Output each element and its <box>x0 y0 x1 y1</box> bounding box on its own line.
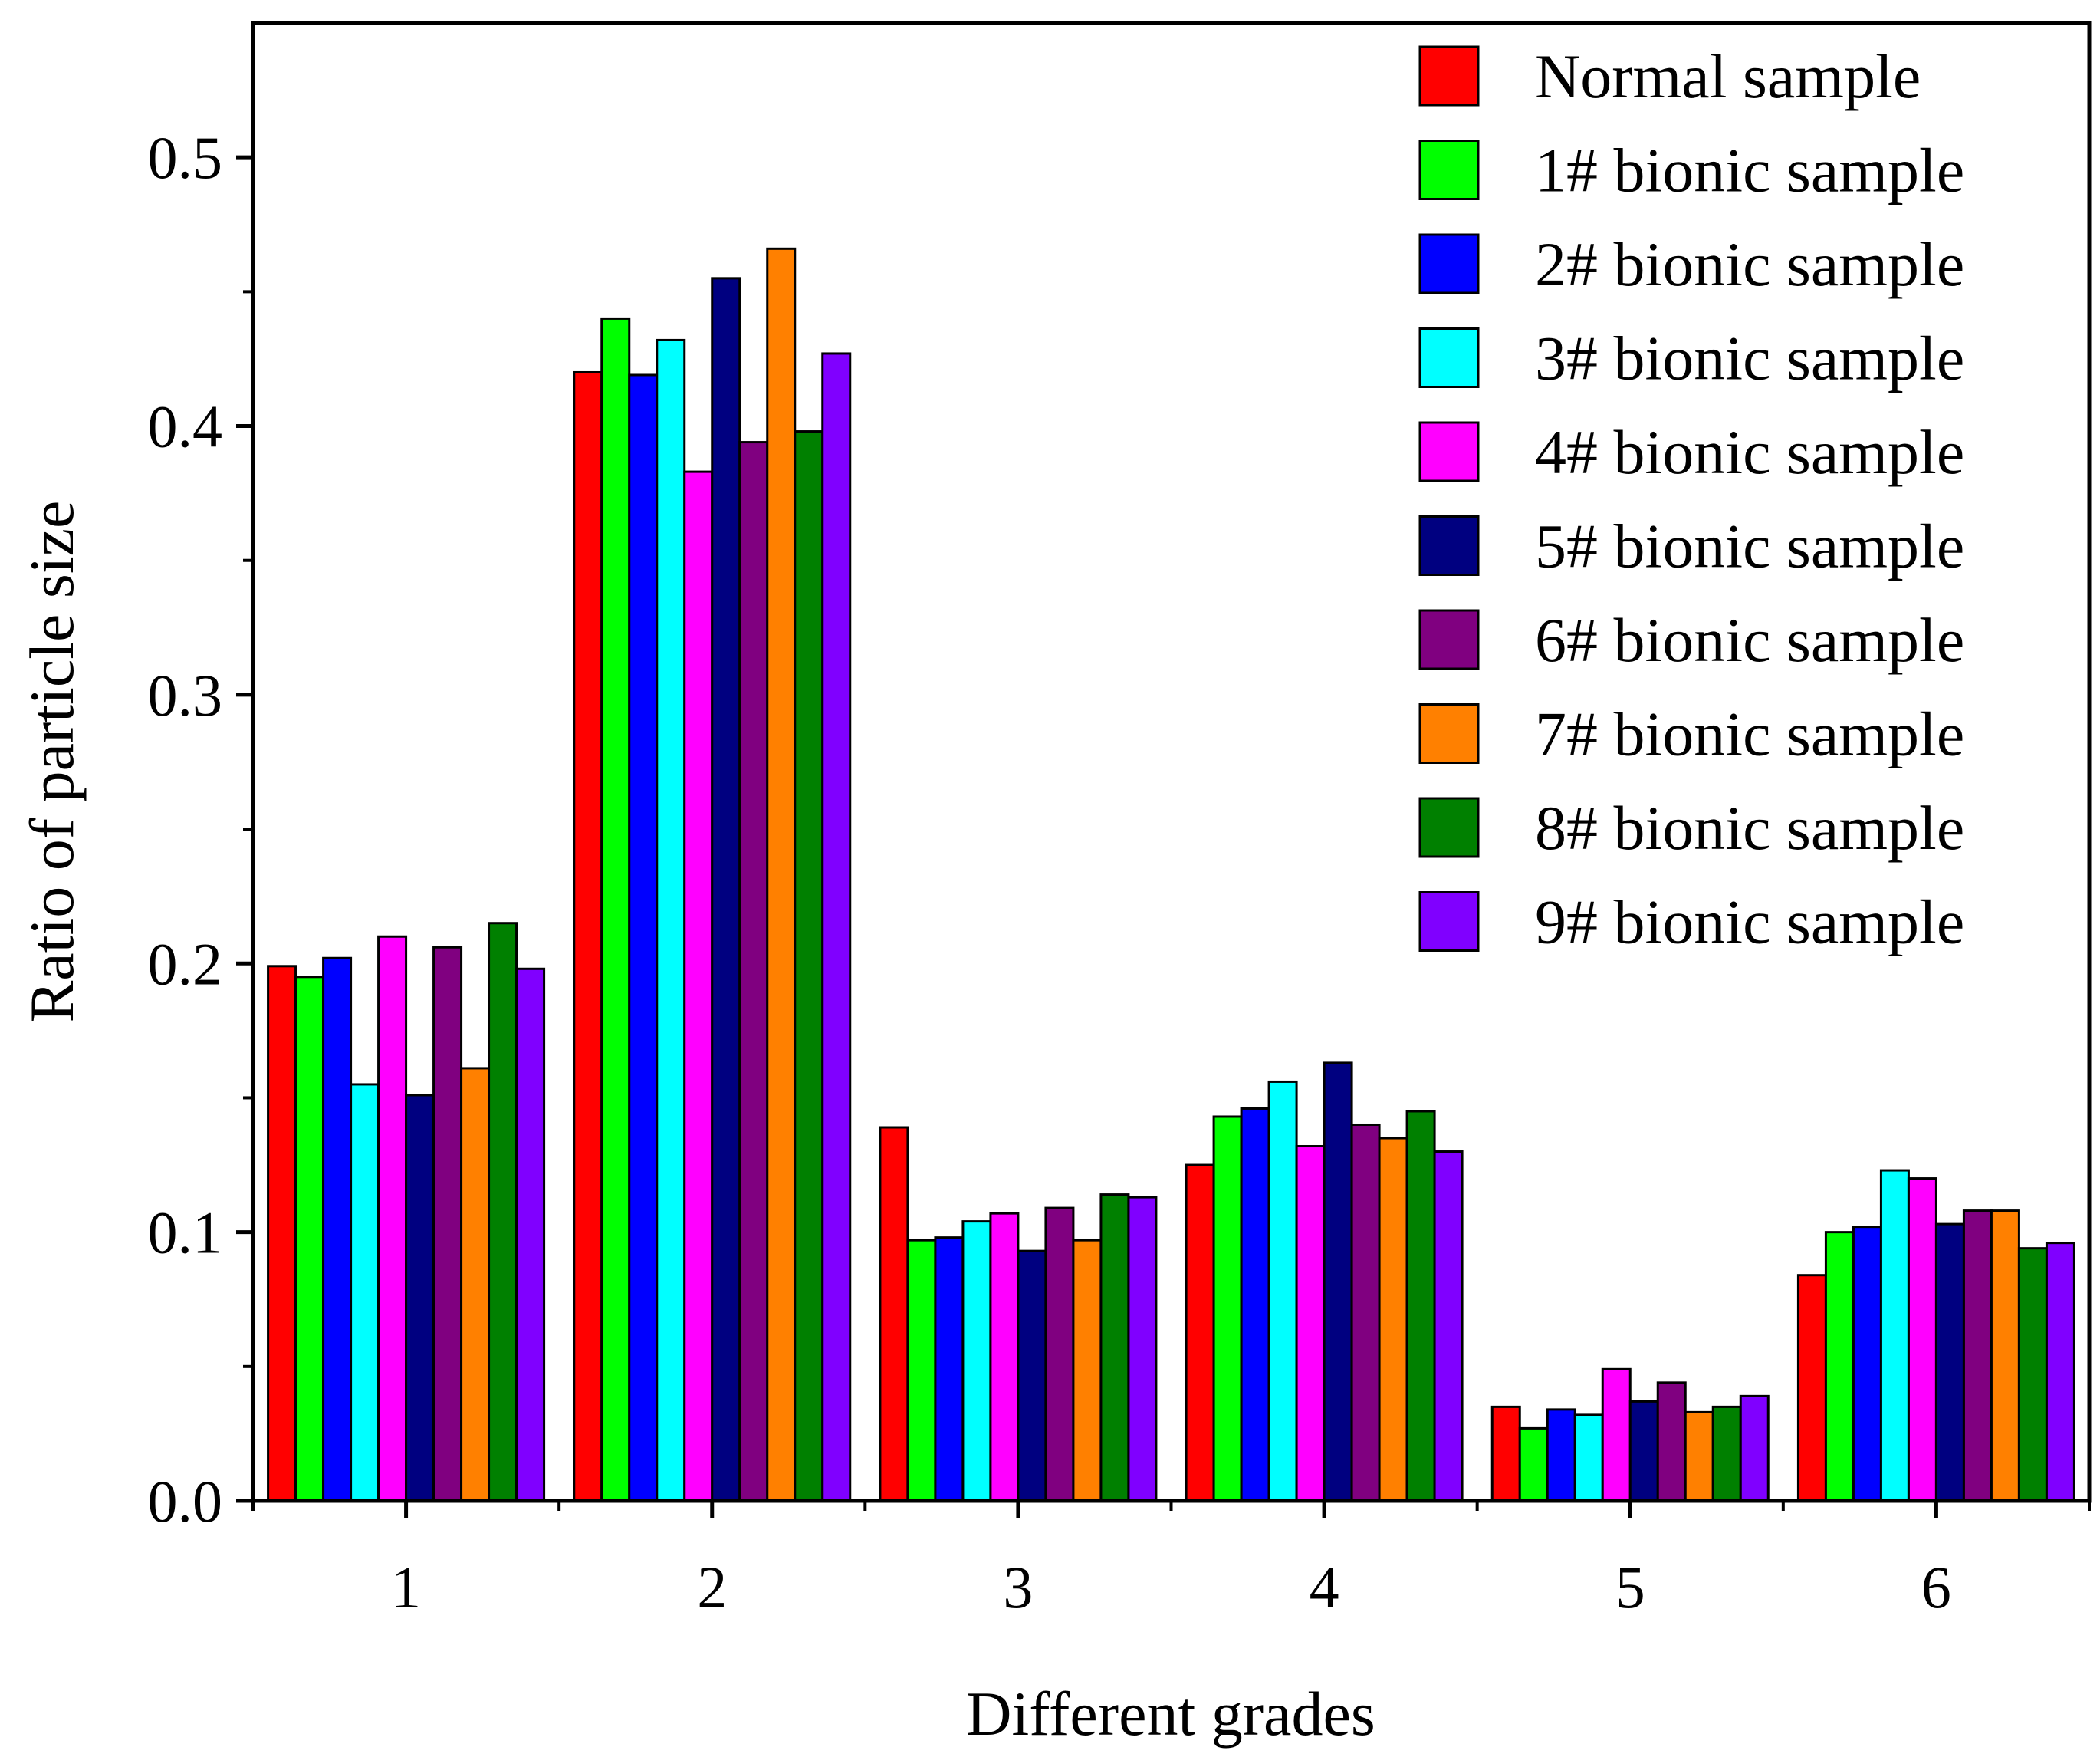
legend-label: Normal sample <box>1535 41 1921 111</box>
legend-swatch <box>1418 891 1480 952</box>
x-tick-label: 5 <box>1615 1554 1645 1620</box>
bar-9-bionic-sample-grade-2 <box>821 352 852 1502</box>
y-axis-title: Ratio of particle size <box>17 501 87 1023</box>
y-tick-label: 0.3 <box>148 662 223 729</box>
legend-swatch <box>1418 515 1480 576</box>
bar-2-bionic-sample-grade-6 <box>1852 1226 1882 1502</box>
legend-label: 6# bionic sample <box>1535 605 1964 675</box>
bar-8-bionic-sample-grade-5 <box>1711 1405 1742 1502</box>
bar-2-bionic-sample-grade-5 <box>1546 1408 1576 1502</box>
bar-normal-sample-grade-2 <box>573 370 603 1502</box>
bar-8-bionic-sample-grade-2 <box>794 430 824 1502</box>
bar-2-bionic-sample-grade-3 <box>934 1236 965 1502</box>
legend-label: 9# bionic sample <box>1535 887 1964 957</box>
bar-5-bionic-sample-grade-2 <box>711 277 741 1502</box>
bar-5-bionic-sample-grade-1 <box>405 1094 435 1502</box>
bar-4-bionic-sample-grade-4 <box>1295 1145 1326 1502</box>
bar-8-bionic-sample-grade-6 <box>2017 1247 2048 1502</box>
bar-5-bionic-sample-grade-6 <box>1934 1222 1965 1502</box>
legend-swatch <box>1418 703 1480 764</box>
legend-swatch <box>1418 140 1480 200</box>
y-tick-label: 0.5 <box>148 124 223 191</box>
legend-swatch <box>1418 45 1480 107</box>
legend-swatch <box>1418 233 1480 294</box>
bar-4-bionic-sample-grade-3 <box>989 1212 1020 1502</box>
bar-2-bionic-sample-grade-1 <box>322 956 353 1502</box>
bar-1-bionic-sample-grade-6 <box>1824 1231 1855 1502</box>
x-tick-label: 1 <box>391 1554 421 1620</box>
x-tick-label: 6 <box>1921 1554 1951 1620</box>
bar-7-bionic-sample-grade-4 <box>1378 1137 1408 1502</box>
x-axis-title: Different grades <box>966 1679 1375 1749</box>
legend-label: 1# bionic sample <box>1535 136 1964 206</box>
ticks-group: 0.0 0.1 0.2 0.3 0.4 0.5 1 2 3 4 5 6 <box>148 124 2091 1620</box>
bar-5-bionic-sample-grade-4 <box>1323 1061 1353 1502</box>
bar-1-bionic-sample-grade-4 <box>1212 1115 1243 1502</box>
bar-7-bionic-sample-grade-5 <box>1684 1410 1714 1502</box>
bar-1-bionic-sample-grade-3 <box>906 1239 937 1502</box>
legend-swatch <box>1418 609 1480 670</box>
legend-label: 5# bionic sample <box>1535 512 1964 581</box>
bar-4-bionic-sample-grade-2 <box>683 470 714 1502</box>
bar-normal-sample-grade-3 <box>879 1126 909 1502</box>
x-tick-label: 3 <box>1003 1554 1033 1620</box>
bar-6-bionic-sample-grade-5 <box>1656 1381 1687 1502</box>
bar-normal-sample-grade-1 <box>267 965 297 1502</box>
bar-3-bionic-sample-grade-1 <box>350 1083 380 1502</box>
legend-label: 2# bionic sample <box>1535 229 1964 299</box>
bar-6-bionic-sample-grade-3 <box>1044 1206 1075 1502</box>
bar-6-bionic-sample-grade-6 <box>1962 1209 1993 1502</box>
bar-5-bionic-sample-grade-3 <box>1017 1249 1047 1502</box>
bar-4-bionic-sample-grade-1 <box>377 935 408 1502</box>
bar-7-bionic-sample-grade-6 <box>1990 1209 2020 1502</box>
legend-label: 3# bionic sample <box>1535 324 1964 393</box>
bar-4-bionic-sample-grade-5 <box>1601 1367 1632 1502</box>
bar-5-bionic-sample-grade-5 <box>1628 1400 1659 1502</box>
bar-3-bionic-sample-grade-4 <box>1267 1080 1298 1502</box>
x-tick-label: 4 <box>1310 1554 1339 1620</box>
bar-7-bionic-sample-grade-1 <box>460 1067 491 1502</box>
legend: Normal sample 1# bionic sample 2# bionic s… <box>1418 41 1964 957</box>
bar-2-bionic-sample-grade-4 <box>1240 1107 1270 1502</box>
bars-group <box>267 247 2075 1502</box>
legend-swatch <box>1418 797 1480 858</box>
legend-label: 8# bionic sample <box>1535 793 1964 863</box>
y-tick-label: 0.0 <box>148 1468 223 1535</box>
y-tick-label: 0.4 <box>148 393 223 460</box>
legend-label: 7# bionic sample <box>1535 699 1964 769</box>
x-tick-label: 2 <box>697 1554 727 1620</box>
bar-9-bionic-sample-grade-4 <box>1433 1150 1464 1502</box>
bar-8-bionic-sample-grade-4 <box>1405 1110 1436 1502</box>
y-tick-label: 0.1 <box>148 1199 223 1266</box>
bar-9-bionic-sample-grade-1 <box>515 967 546 1502</box>
legend-swatch <box>1418 327 1480 388</box>
bar-normal-sample-grade-6 <box>1796 1274 1827 1502</box>
bar-3-bionic-sample-grade-3 <box>961 1220 992 1502</box>
bar-1-bionic-sample-grade-1 <box>294 976 325 1502</box>
bar-6-bionic-sample-grade-1 <box>432 946 463 1502</box>
bar-6-bionic-sample-grade-2 <box>738 441 769 1502</box>
bar-3-bionic-sample-grade-6 <box>1879 1169 1910 1502</box>
bar-4-bionic-sample-grade-6 <box>1907 1177 1937 1502</box>
bar-8-bionic-sample-grade-1 <box>488 922 518 1502</box>
bar-8-bionic-sample-grade-3 <box>1099 1193 1130 1502</box>
bar-normal-sample-grade-4 <box>1185 1163 1215 1502</box>
bar-1-bionic-sample-grade-2 <box>600 317 631 1502</box>
bar-9-bionic-sample-grade-3 <box>1127 1196 1158 1502</box>
bar-6-bionic-sample-grade-4 <box>1350 1123 1381 1502</box>
bar-3-bionic-sample-grade-5 <box>1573 1413 1604 1502</box>
bar-2-bionic-sample-grade-2 <box>628 373 659 1502</box>
bar-7-bionic-sample-grade-3 <box>1072 1239 1103 1502</box>
y-tick-label: 0.2 <box>148 930 223 997</box>
legend-swatch <box>1418 421 1480 482</box>
legend-label: 4# bionic sample <box>1535 417 1964 487</box>
bar-9-bionic-sample-grade-5 <box>1739 1394 1770 1502</box>
bar-9-bionic-sample-grade-6 <box>2045 1242 2075 1502</box>
bar-1-bionic-sample-grade-5 <box>1518 1426 1549 1502</box>
bar-normal-sample-grade-5 <box>1490 1405 1521 1502</box>
bar-7-bionic-sample-grade-2 <box>766 247 797 1502</box>
bar-3-bionic-sample-grade-2 <box>656 338 686 1502</box>
